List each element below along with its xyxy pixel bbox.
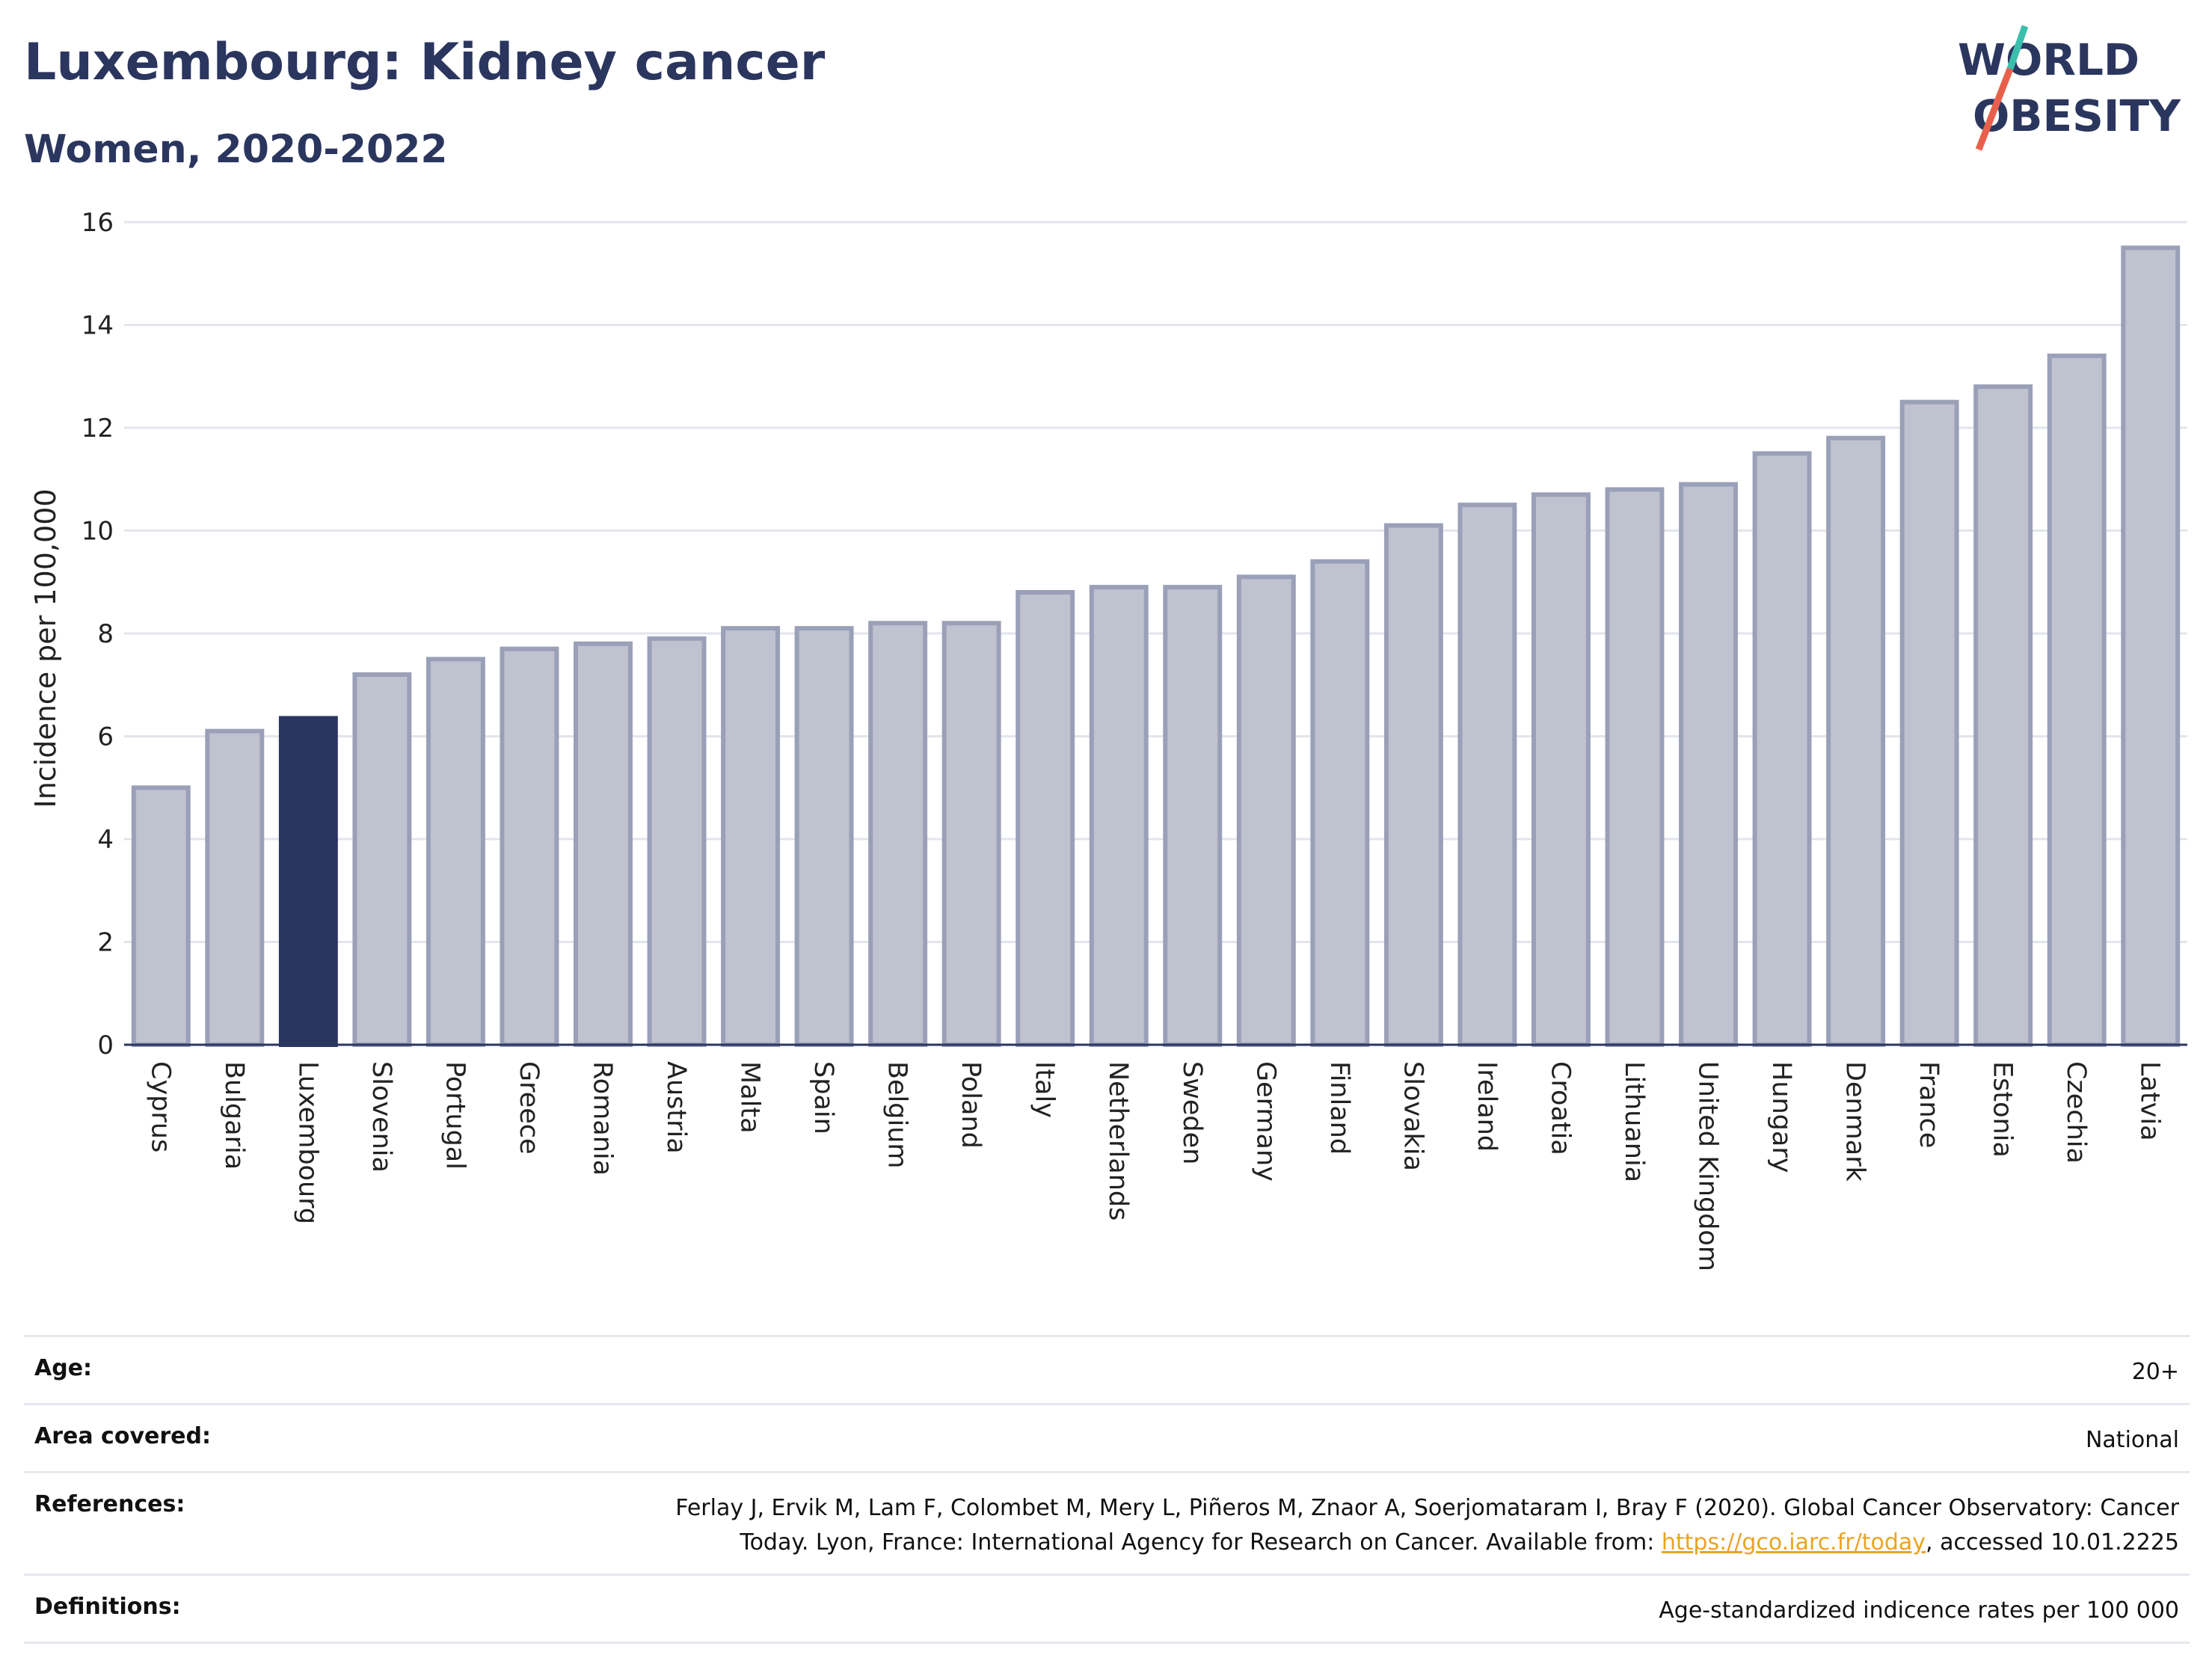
x-tick-label: France — [1914, 1061, 1944, 1148]
x-axis-labels: Cyprus Bulgaria Luxembourg Slovenia Portugal… — [145, 1061, 2164, 1271]
metadata-table: Age: 20+ Area covered: National Referenc… — [24, 1335, 2190, 1644]
x-tick-label: Belgium — [882, 1061, 912, 1169]
bar-portugal[interactable] — [425, 657, 485, 1047]
bar-finland[interactable] — [1310, 559, 1370, 1047]
references-value: Ferlay J, Ervik M, Lam F, Colombet M, Me… — [675, 1491, 2179, 1560]
definitions-value: Age-standardized indicence rates per 100… — [1659, 1597, 2179, 1624]
x-tick-label: Greece — [514, 1061, 544, 1155]
x-tick-label: Bulgaria — [219, 1061, 249, 1170]
x-tick-label: Slovakia — [1398, 1061, 1428, 1171]
definitions-label: Definitions: — [34, 1594, 181, 1620]
x-tick-label: Portugal — [440, 1061, 470, 1170]
y-tick-label: 8 — [97, 619, 114, 649]
references-link[interactable]: https://gco.iarc.fr/today — [1661, 1529, 1926, 1556]
logo-line1: WORLD — [1958, 34, 2139, 85]
y-tick-label: 12 — [82, 414, 114, 443]
x-tick-label: Netherlands — [1103, 1061, 1133, 1220]
bar-slovenia[interactable] — [352, 672, 412, 1047]
bar-belgium[interactable] — [868, 621, 928, 1047]
x-tick-label: Denmark — [1840, 1061, 1870, 1182]
y-tick-label: 10 — [82, 517, 114, 547]
x-tick-label: Hungary — [1766, 1061, 1796, 1173]
bar-luxembourg[interactable] — [278, 716, 338, 1047]
x-tick-label: United Kingdom — [1693, 1061, 1723, 1271]
bar-italy[interactable] — [1016, 590, 1075, 1047]
bar-sweden[interactable] — [1163, 585, 1223, 1047]
y-tick-label: 6 — [97, 722, 114, 752]
bar-romania[interactable] — [574, 641, 633, 1047]
chart-title: Luxembourg: Kidney cancer — [24, 33, 826, 92]
bar-greece[interactable] — [500, 646, 559, 1047]
area-label: Area covered: — [34, 1423, 211, 1449]
references-text-3: , accessed 10.01.2225 — [1926, 1529, 2179, 1556]
bar-czechia[interactable] — [2047, 353, 2107, 1047]
age-label: Age: — [34, 1355, 93, 1381]
logo-line2: OBESITY — [1973, 90, 2181, 141]
bar-austria[interactable] — [647, 636, 707, 1047]
y-tick-label: 16 — [82, 208, 114, 238]
x-tick-label: Austria — [661, 1061, 691, 1154]
logo-slash-red — [1975, 67, 2014, 151]
y-tick-label: 0 — [97, 1031, 114, 1060]
chart-subtitle: Women, 2020-2022 — [24, 127, 448, 172]
bar-latvia[interactable] — [2121, 245, 2181, 1047]
x-tick-label: Malta — [735, 1061, 765, 1134]
bar-estonia[interactable] — [1973, 384, 2033, 1047]
bar-netherlands[interactable] — [1089, 585, 1149, 1047]
bar-slovakia[interactable] — [1383, 523, 1443, 1047]
age-value: 20+ — [2131, 1359, 2179, 1385]
y-tick-label: 14 — [82, 311, 114, 341]
references-label: References: — [34, 1491, 185, 1517]
x-tick-label: Germany — [1250, 1061, 1280, 1182]
bar-cyprus[interactable] — [131, 785, 191, 1047]
bar-denmark[interactable] — [1826, 435, 1886, 1047]
bar-malta[interactable] — [721, 626, 781, 1047]
y-axis-title: Incidence per 100,000 — [29, 488, 62, 808]
bar-united-kingdom[interactable] — [1679, 482, 1738, 1047]
x-tick-label: Cyprus — [145, 1061, 175, 1152]
bar-spain[interactable] — [794, 626, 854, 1047]
y-tick-label: 4 — [97, 825, 114, 855]
bar-ireland[interactable] — [1457, 503, 1517, 1047]
y-tick-label: 2 — [97, 928, 114, 958]
bar-bulgaria[interactable] — [205, 728, 265, 1047]
x-tick-label: Spain — [808, 1061, 838, 1134]
x-tick-label: Sweden — [1177, 1061, 1207, 1164]
x-tick-label: Latvia — [2135, 1061, 2165, 1141]
references-text-1: Ferlay J, Ervik M, Lam F, Colombet M, Me… — [675, 1495, 2179, 1521]
x-tick-label: Italy — [1030, 1061, 1060, 1118]
x-tick-label: Luxembourg — [292, 1061, 322, 1224]
x-tick-label: Poland — [956, 1061, 986, 1149]
world-obesity-logo: WORLD OBESITY — [1958, 25, 2181, 151]
x-tick-label: Lithuania — [1619, 1061, 1649, 1182]
bar-croatia[interactable] — [1531, 492, 1591, 1047]
meta-row-references: References: Ferlay J, Ervik M, Lam F, Co… — [24, 1471, 2190, 1573]
bar-lithuania[interactable] — [1605, 487, 1665, 1047]
y-axis-ticks: 0 2 4 6 8 10 12 14 16 — [82, 208, 114, 1060]
meta-row-definitions: Definitions: Age-standardized indicence … — [24, 1573, 2190, 1644]
bar-germany[interactable] — [1236, 574, 1296, 1047]
x-tick-label: Romania — [587, 1061, 617, 1176]
bar-chart: 0 2 4 6 8 10 12 14 16 Cyprus Bulgaria Luxembourg Sl… — [29, 208, 2187, 1271]
logo-slash-teal — [2006, 25, 2029, 70]
meta-row-age: Age: 20+ — [24, 1335, 2190, 1403]
meta-row-area: Area covered: National — [24, 1403, 2190, 1471]
x-tick-label: Czechia — [2061, 1061, 2091, 1164]
x-tick-label: Finland — [1324, 1061, 1354, 1155]
bar-poland[interactable] — [941, 621, 1001, 1047]
x-tick-label: Ireland — [1472, 1061, 1502, 1152]
x-tick-label: Estonia — [1988, 1061, 2018, 1158]
bar-france[interactable] — [1899, 399, 1959, 1047]
x-tick-label: Croatia — [1545, 1061, 1575, 1155]
references-text-2: Today. Lyon, France: International Agenc… — [740, 1529, 1662, 1556]
x-tick-label: Slovenia — [366, 1061, 396, 1173]
bars — [131, 245, 2181, 1047]
bar-hungary[interactable] — [1752, 451, 1812, 1047]
area-value: National — [2085, 1427, 2179, 1453]
